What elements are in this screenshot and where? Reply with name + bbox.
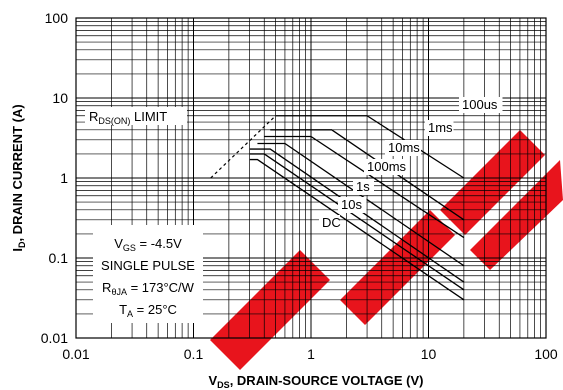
y-tick-label: 0.1: [49, 250, 69, 266]
watermark-shape: [210, 250, 330, 370]
x-axis-title: VDS, DRAIN-SOURCE VOLTAGE (V): [209, 373, 424, 390]
curve-10s: [249, 153, 465, 291]
curve-dc: [249, 158, 465, 301]
y-axis-title: ID, DRAIN CURRENT (A): [10, 104, 27, 251]
curve-label-1ms-bg: [425, 120, 454, 136]
curve-label-1s: 1s: [356, 179, 370, 194]
plot-frame: [75, 17, 547, 339]
curve-label-dc: DC: [322, 215, 341, 230]
watermark-shape: [340, 210, 455, 325]
x-tick-label: 1: [307, 346, 315, 362]
curve-label-10ms: 10ms: [388, 140, 420, 155]
curve-100ms: [257, 142, 465, 267]
y-tick-label: 1: [60, 170, 68, 186]
conditions-bg: [93, 225, 203, 323]
curve-label-10ms-bg: [385, 140, 421, 156]
curve-100us: [275, 115, 465, 179]
watermark-text: FEBW: [0, 0, 3, 1]
x-tick-label: 0.01: [62, 346, 89, 362]
conditions-box: VGS = -4.5V SINGLE PULSE RθJA = 173°C/W TA …: [93, 225, 203, 323]
curve-label-1s-bg: [353, 179, 374, 195]
curve-label-100us: 100us: [462, 97, 498, 112]
rds-limit-label: RDS(ON) LIMIT: [89, 109, 167, 126]
curve-label-100ms: 100ms: [367, 159, 407, 174]
curve-label-1ms: 1ms: [428, 120, 453, 135]
curve-label-100us-bg: [459, 97, 503, 113]
curve-10ms: [264, 135, 465, 239]
watermark-shape: [470, 160, 563, 270]
tick-labels: 0.01 0.1 1 10 100 100 10 1 0.1 0.01: [41, 10, 558, 362]
ta-label: TA = 25°C: [119, 302, 177, 319]
x-tick-label: 10: [421, 346, 437, 362]
vgs-label: VGS = -4.5V: [114, 236, 182, 253]
curve-label-10s: 10s: [341, 197, 362, 212]
curve-label-dc-bg: [319, 215, 340, 231]
curve-label-100ms-bg: [364, 159, 408, 175]
y-tick-label: 0.01: [41, 330, 68, 346]
x-tick-label: 0.1: [184, 346, 204, 362]
curve-label-10s-bg: [338, 197, 367, 213]
rds-limit-line: [210, 115, 277, 179]
single-pulse-label: SINGLE PULSE: [101, 258, 195, 273]
rth-label: RθJA = 173°C/W: [102, 280, 195, 297]
x-tick-label: 100: [534, 346, 558, 362]
curve-1s: [249, 148, 465, 283]
y-tick-label: 100: [45, 10, 69, 26]
watermark-shape: [440, 130, 545, 235]
rds-label-bg: [85, 107, 187, 125]
y-tick-label: 10: [52, 90, 68, 106]
curve-1ms: [270, 129, 465, 221]
soa-curves: [210, 115, 465, 301]
watermark: FEBW: [0, 0, 563, 370]
